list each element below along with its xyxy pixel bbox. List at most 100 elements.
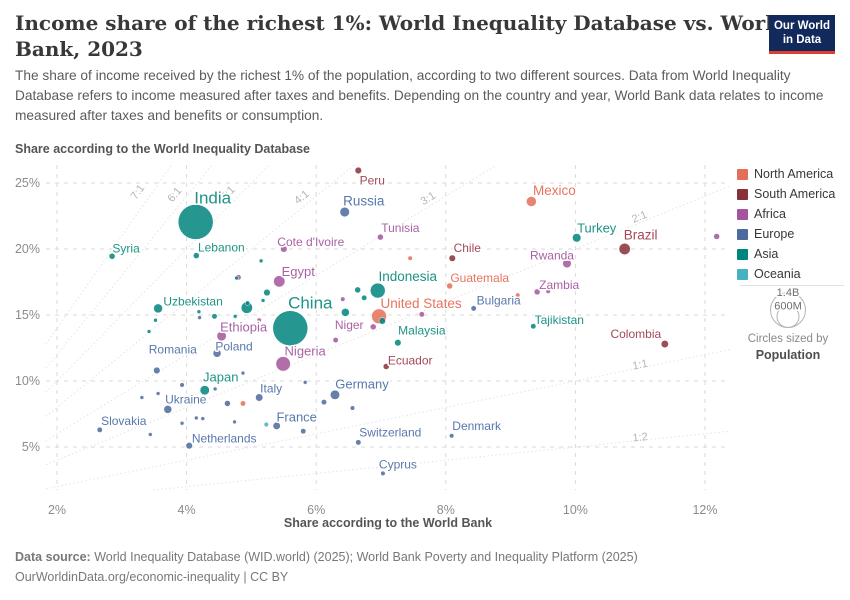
data-point-malaysia[interactable]: [394, 339, 402, 347]
data-point-germany[interactable]: [330, 389, 340, 400]
country-label-chile: Chile: [454, 241, 482, 255]
legend-item-europe[interactable]: Europe: [737, 227, 835, 241]
data-point-tunisia[interactable]: [377, 233, 384, 241]
data-point-mexico[interactable]: [526, 196, 537, 207]
data-point[interactable]: [515, 292, 521, 298]
data-point[interactable]: [349, 405, 356, 411]
data-point[interactable]: [194, 415, 199, 421]
data-point[interactable]: [256, 317, 262, 323]
data-point-rwanda[interactable]: [562, 258, 572, 269]
data-point-denmark[interactable]: [449, 433, 455, 439]
data-point[interactable]: [378, 317, 386, 325]
data-point-zambia[interactable]: [533, 288, 541, 296]
country-label-turkey: Turkey: [577, 220, 617, 235]
data-point[interactable]: [224, 400, 231, 407]
data-point[interactable]: [340, 296, 346, 302]
data-point[interactable]: [332, 337, 339, 344]
data-point[interactable]: [354, 286, 361, 294]
data-point[interactable]: [196, 309, 202, 314]
legend-item-africa[interactable]: Africa: [737, 207, 835, 221]
data-point[interactable]: [263, 422, 269, 428]
data-point-netherlands[interactable]: [185, 442, 193, 450]
data-point[interactable]: [244, 300, 251, 306]
data-point[interactable]: [179, 420, 185, 426]
country-label-egypt: Egypt: [282, 264, 316, 279]
data-point[interactable]: [321, 399, 327, 406]
footer-note[interactable]: OurWorldinData.org/economic-inequality |…: [15, 570, 289, 584]
data-point[interactable]: [153, 318, 158, 323]
data-point-indonesia[interactable]: [370, 282, 386, 299]
data-point[interactable]: [302, 380, 308, 385]
country-label-japan: Japan: [203, 370, 238, 385]
legend-swatch-oceania: [737, 268, 748, 280]
data-point[interactable]: [139, 395, 145, 400]
legend-label: Europe: [754, 227, 795, 241]
data-point-switzerland[interactable]: [355, 439, 362, 446]
data-point[interactable]: [155, 391, 161, 396]
data-point[interactable]: [200, 416, 206, 421]
data-point-syria[interactable]: [108, 253, 116, 260]
data-point[interactable]: [361, 294, 368, 301]
data-point[interactable]: [713, 233, 720, 240]
data-point[interactable]: [179, 382, 185, 388]
data-point-cote-d-ivoire[interactable]: [280, 245, 288, 253]
data-point[interactable]: [418, 311, 425, 318]
data-point-poland[interactable]: [212, 349, 222, 358]
data-point[interactable]: [146, 329, 152, 334]
data-point[interactable]: [211, 313, 218, 320]
data-point-france[interactable]: [272, 421, 281, 430]
data-point-ecuador[interactable]: [382, 363, 390, 370]
data-point[interactable]: [234, 275, 239, 281]
data-point-brazil[interactable]: [618, 243, 631, 255]
data-point[interactable]: [232, 314, 238, 319]
data-point[interactable]: [240, 370, 246, 376]
data-point-ukraine[interactable]: [163, 405, 173, 414]
x-tick-label: 8%: [437, 503, 455, 517]
data-point-lebanon[interactable]: [193, 252, 200, 259]
data-point-colombia[interactable]: [660, 340, 669, 348]
data-point-bulgaria[interactable]: [470, 305, 477, 312]
data-point[interactable]: [545, 288, 551, 294]
data-point-italy[interactable]: [255, 393, 264, 402]
data-point[interactable]: [263, 289, 271, 297]
data-point-tajikistan[interactable]: [530, 323, 537, 330]
legend-item-southamerica[interactable]: South America: [737, 187, 835, 201]
legend-item-oceania[interactable]: Oceania: [737, 267, 835, 281]
data-point[interactable]: [212, 386, 218, 392]
data-point-china[interactable]: [272, 310, 309, 346]
data-point[interactable]: [341, 308, 350, 317]
data-point-india[interactable]: [177, 204, 214, 240]
data-point-slovakia[interactable]: [96, 426, 103, 433]
data-point-nigeria[interactable]: [275, 356, 291, 372]
legend-swatch-asia: [737, 248, 748, 260]
data-point-egypt[interactable]: [273, 275, 286, 288]
data-point[interactable]: [258, 258, 264, 264]
data-point-guatemala[interactable]: [446, 282, 453, 290]
data-point-romania[interactable]: [153, 366, 161, 374]
y-tick-label: 10%: [15, 374, 40, 388]
data-point-japan[interactable]: [199, 385, 210, 396]
data-point[interactable]: [232, 419, 237, 425]
country-label-ethiopia: Ethiopia: [220, 320, 268, 335]
ratio-label-6:1: 6:1: [165, 185, 184, 204]
data-point[interactable]: [148, 432, 153, 437]
legend-item-northamerica[interactable]: North America: [737, 167, 835, 181]
data-point-peru[interactable]: [354, 166, 362, 175]
data-point[interactable]: [240, 400, 246, 407]
size-legend-small-circle: [776, 305, 800, 328]
data-point[interactable]: [407, 255, 413, 261]
data-point[interactable]: [197, 315, 202, 320]
data-point-niger[interactable]: [369, 323, 377, 331]
data-point-ethiopia[interactable]: [216, 331, 227, 342]
data-point-chile[interactable]: [448, 254, 456, 262]
country-label-brazil: Brazil: [624, 228, 658, 243]
data-point-turkey[interactable]: [572, 233, 582, 243]
data-point-cyprus[interactable]: [380, 470, 386, 476]
data-point-russia[interactable]: [339, 206, 350, 218]
data-point[interactable]: [260, 298, 266, 303]
data-point-uzbekistan[interactable]: [153, 303, 163, 314]
legend-item-asia[interactable]: Asia: [737, 247, 835, 261]
data-point[interactable]: [300, 428, 307, 435]
